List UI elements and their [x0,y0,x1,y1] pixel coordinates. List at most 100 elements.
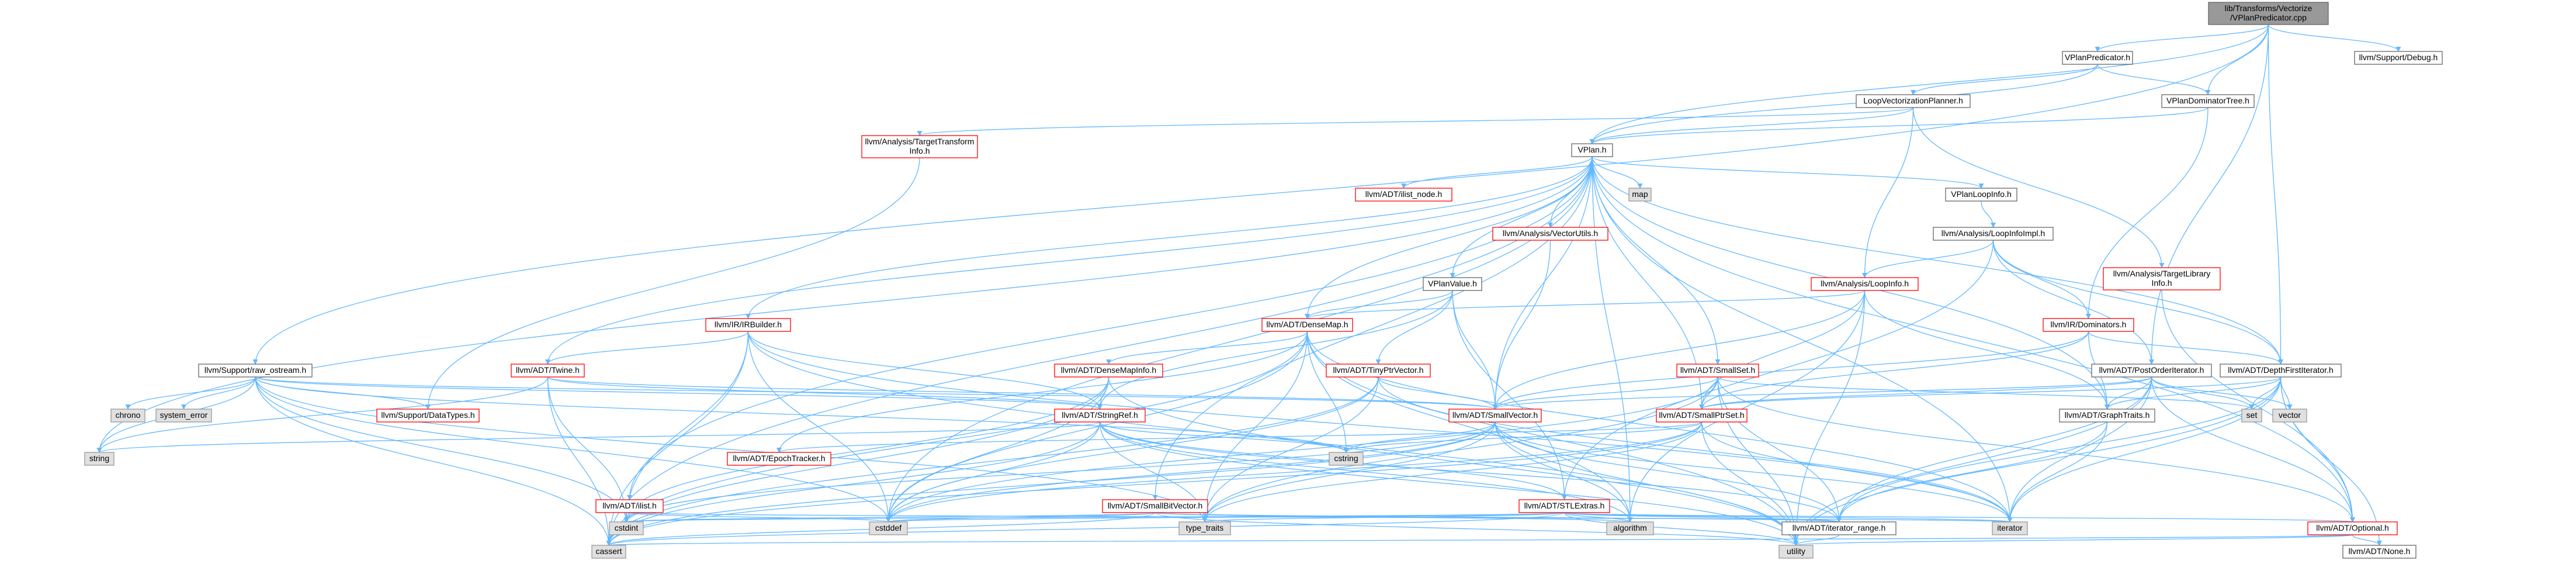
node-label-smallbitvector-0: llvm/ADT/SmallBitVector.h [1108,501,1203,510]
edge-twine-to-stringref [547,376,1102,410]
node-box-loopinfoimpl [1933,227,2054,241]
node-box-chrono [110,409,145,423]
node-box-ilist_node [1355,188,1452,202]
node-densemap[interactable]: llvm/ADT/DenseMap.h [1261,318,1353,332]
edge-postorderiter-to-utility [1793,376,2152,546]
edge-root-to-support_debug [2268,24,2401,52]
node-box-type_traits [1178,521,1231,535]
node-datatypes[interactable]: llvm/Support/DataTypes.h [376,409,480,423]
node-label-string-0: string [89,454,109,463]
node-smallset[interactable]: llvm/ADT/SmallSet.h [1676,364,1759,378]
node-irbuilder[interactable]: llvm/IR/IRBuilder.h [705,318,791,332]
node-box-epochtracker [727,452,831,466]
node-support_debug[interactable]: llvm/Support/Debug.h [2354,51,2443,65]
node-label-loopvectplanner-0: LoopVectorizationPlanner.h [1863,96,1963,105]
node-set: set [2241,409,2262,423]
node-label-cstddef-0: cstddef [875,523,902,532]
node-ilist_node[interactable]: llvm/ADT/ilist_node.h [1355,188,1452,202]
node-vplandomtree[interactable]: VPlanDominatorTree.h [2161,94,2255,108]
edge-ilist-to-cstddef [629,512,891,523]
node-loopinfoimpl[interactable]: llvm/Analysis/LoopInfoImpl.h [1933,227,2054,241]
node-twine[interactable]: llvm/ADT/Twine.h [511,364,585,378]
node-smallbitvector[interactable]: llvm/ADT/SmallBitVector.h [1102,499,1208,513]
node-ilist[interactable]: llvm/ADT/ilist.h [595,499,664,513]
node-box-cassert [591,545,626,559]
node-densemapinfo[interactable]: llvm/ADT/DenseMapInfo.h [1054,364,1163,378]
node-box-smallvector [1448,409,1542,423]
node-epochtracker[interactable]: llvm/ADT/EpochTracker.h [727,452,831,466]
edge-smallset-to-optional [1717,376,2355,523]
node-label-stringref-0: llvm/ADT/StringRef.h [1062,410,1138,420]
edge-loopinfo-to-graphtraits [1864,290,2110,410]
node-tinyptrvector[interactable]: llvm/ADT/TinyPtrVector.h [1326,364,1431,378]
node-stlextras[interactable]: llvm/ADT/STLExtras.h [1518,499,1610,513]
node-box-tinyptrvector [1326,364,1431,378]
edge-stlextras-to-optional [1563,512,2355,523]
edge-tinyptrvector-to-iterator [1378,376,2013,523]
node-label-postorderiter-0: llvm/ADT/PostOrderIterator.h [2099,365,2204,375]
node-iterator_range[interactable]: llvm/ADT/iterator_range.h [1781,521,1897,535]
node-label-densemapinfo-0: llvm/ADT/DenseMapInfo.h [1061,365,1156,375]
node-box-datatypes [376,409,480,423]
node-label-ilist-0: llvm/ADT/ilist.h [602,501,657,510]
node-optional[interactable]: llvm/ADT/Optional.h [2307,521,2398,535]
node-vectorutils[interactable]: llvm/Analysis/VectorUtils.h [1492,227,1608,241]
node-label-tinyptrvector-0: llvm/ADT/TinyPtrVector.h [1333,365,1423,375]
node-loopinfo[interactable]: llvm/Analysis/LoopInfo.h [1811,277,1919,291]
edge-vplanpredicator_h-to-loopvectplanner [1911,64,2098,95]
node-dominators[interactable]: llvm/IR/Dominators.h [2043,318,2134,332]
node-box-vplanpredicator_h [2062,51,2133,65]
node-depthfirstiter[interactable]: llvm/ADT/DepthFirstIterator.h [2220,364,2342,378]
node-vplanpredicator_h[interactable]: VPlanPredicator.h [2062,51,2133,65]
node-box-map [1628,188,1652,202]
node-vplanloopinfo[interactable]: VPlanLoopInfo.h [1945,188,2017,202]
edge-smallvector-to-iterator_range [1495,421,1842,523]
edge-dominators-to-smallptrset [1699,331,2089,410]
edge-twine-to-smallvector [547,376,1498,410]
edge-raw_ostream-to-smallvector [255,376,1497,410]
node-none[interactable]: llvm/ADT/None.h [2342,545,2416,559]
edge-postorderiter-to-set [2151,376,2255,410]
node-box-densemap [1261,318,1353,332]
node-smallvector[interactable]: llvm/ADT/SmallVector.h [1448,409,1542,423]
edge-optional-to-none [2352,534,2383,546]
node-label-stlextras-0: llvm/ADT/STLExtras.h [1524,501,1605,510]
node-loopvectplanner[interactable]: LoopVectorizationPlanner.h [1856,94,1971,108]
edge-smallptrset-to-cstddef [886,421,1703,523]
node-graphtraits[interactable]: llvm/ADT/GraphTraits.h [2059,409,2155,423]
edge-smallvector-to-cstddef [886,421,1496,523]
node-root[interactable]: lib/Transforms/Vectorize/VPlanPredicator… [2208,2,2329,25]
edge-root-to-vplan_h [1589,24,2269,144]
edge-vplanvalue-to-stringref [1097,290,1453,410]
node-box-loopvectplanner [1856,94,1971,108]
edge-vplan_h-to-iterator [1592,156,2013,523]
edge-vplan_h-to-depthfirstiter [1592,156,2283,365]
node-vplanvalue[interactable]: VPlanValue.h [1423,277,1482,291]
node-box-loopinfo [1811,277,1919,291]
node-vplan_h[interactable]: VPlan.h [1571,143,1613,157]
edge-root-to-vplandomtree [2205,24,2269,95]
edge-twine-to-cassert [547,376,612,546]
node-postorderiter[interactable]: llvm/ADT/PostOrderIterator.h [2091,364,2212,378]
node-raw_ostream[interactable]: llvm/Support/raw_ostream.h [198,364,313,378]
node-box-cstddef [869,521,908,535]
node-box-graphtraits [2059,409,2155,423]
node-box-vplanvalue [1423,277,1482,291]
node-label-root-0: lib/Transforms/Vectorize [2225,4,2312,13]
edge-smallvector-to-algorithm [1495,421,1633,523]
edge-smallset-to-iterator_range [1717,376,1842,523]
edge-targetlibinfo-to-optional [2161,289,2356,523]
node-stringref[interactable]: llvm/ADT/StringRef.h [1054,409,1146,423]
node-smallptrset[interactable]: llvm/ADT/SmallPtrSet.h [1656,409,1748,423]
edge-vplandomtree-to-vplan_h [1589,107,2209,144]
node-cassert: cassert [591,545,626,559]
node-label-vplan_h-0: VPlan.h [1578,145,1606,154]
node-label-type_traits-0: type_traits [1186,523,1224,532]
edge-depthfirstiter-to-none [2280,376,2383,546]
node-utility: utility [1778,545,1814,559]
node-box-vplanloopinfo [1945,188,2017,202]
edge-stlextras-to-algorithm [1563,512,1633,523]
